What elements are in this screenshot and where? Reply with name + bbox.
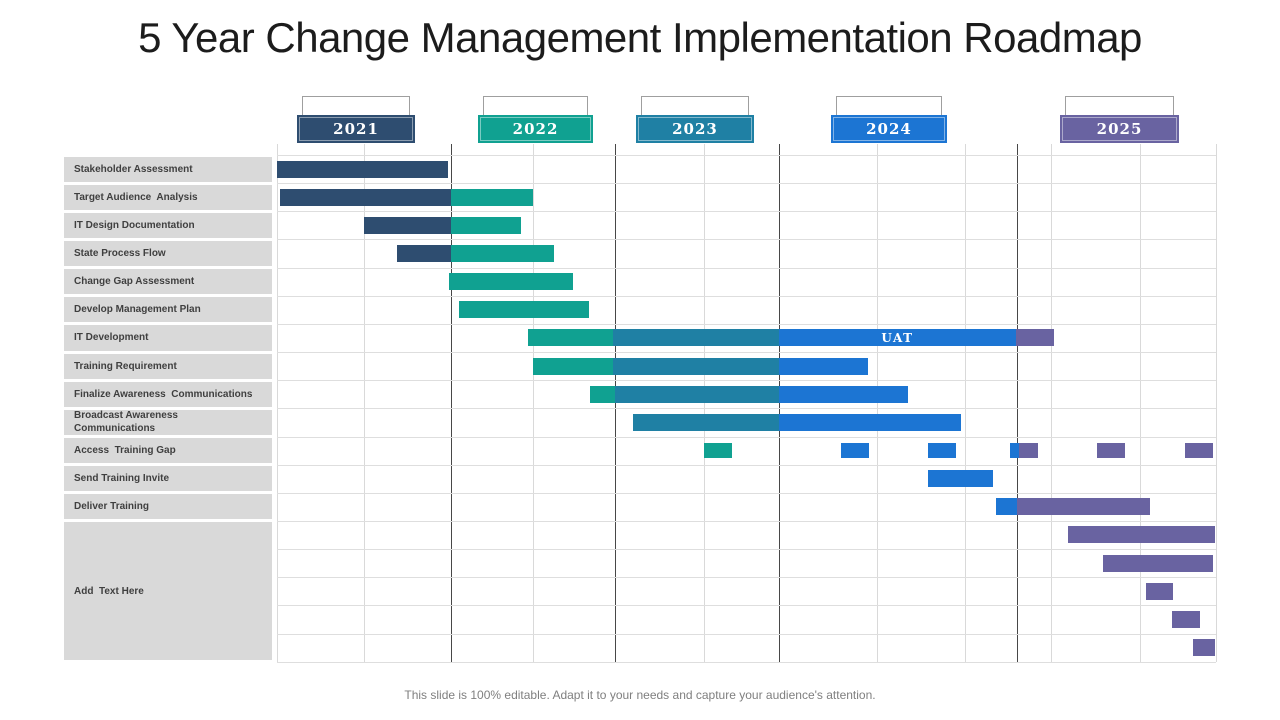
gridline-vertical bbox=[877, 144, 879, 662]
gridline-horizontal bbox=[277, 436, 1216, 438]
year-badge-2022: 2022 bbox=[478, 115, 594, 143]
gridline-horizontal bbox=[277, 520, 1216, 522]
gantt-bar bbox=[450, 244, 554, 262]
task-label: Training Requirement bbox=[64, 353, 272, 379]
task-label: IT Development bbox=[64, 325, 272, 351]
gridline-horizontal bbox=[277, 549, 1216, 551]
gantt-bar bbox=[364, 216, 452, 234]
task-label: IT Design Documentation bbox=[64, 212, 272, 238]
gridline-horizontal bbox=[277, 492, 1216, 494]
gridline-horizontal bbox=[277, 295, 1216, 297]
gridline-horizontal bbox=[277, 267, 1216, 269]
gantt-bar bbox=[397, 244, 451, 262]
gantt-bar bbox=[612, 357, 779, 375]
gantt-bar bbox=[277, 160, 448, 178]
gridline-horizontal bbox=[277, 661, 1216, 663]
gantt-bar bbox=[778, 413, 961, 431]
year-badge-2025: 2025 bbox=[1060, 115, 1179, 143]
gantt-bar bbox=[632, 413, 779, 431]
gridline-vertical bbox=[1216, 144, 1217, 662]
gantt-bar bbox=[614, 385, 779, 403]
gantt-bar bbox=[1146, 582, 1174, 600]
gantt-bar bbox=[1068, 526, 1215, 544]
gantt-bar bbox=[1171, 610, 1200, 628]
year-boundary-line bbox=[1017, 144, 1019, 662]
gantt-bar bbox=[1103, 554, 1213, 572]
footer-note: This slide is 100% editable. Adapt it to… bbox=[404, 688, 876, 702]
year-label: 2025 bbox=[1096, 120, 1143, 138]
gantt-bar bbox=[589, 385, 615, 403]
gridline-vertical bbox=[1051, 144, 1053, 662]
gridline-vertical bbox=[532, 144, 534, 662]
gridline-horizontal bbox=[277, 323, 1216, 325]
gantt-bar bbox=[995, 498, 1018, 516]
gantt-bar bbox=[1097, 443, 1125, 458]
gantt-bar bbox=[1017, 498, 1150, 516]
gridline-horizontal bbox=[277, 408, 1216, 410]
task-label: Stakeholder Assessment bbox=[64, 156, 272, 182]
gridline-vertical bbox=[965, 144, 966, 662]
gridline-vertical bbox=[364, 144, 366, 662]
gridline-horizontal bbox=[277, 605, 1216, 607]
gridline-horizontal bbox=[277, 577, 1216, 579]
year-badge-2023: 2023 bbox=[635, 115, 754, 143]
gantt-bar bbox=[450, 216, 521, 234]
gridline-horizontal bbox=[277, 183, 1216, 185]
gridline-horizontal bbox=[277, 239, 1216, 241]
gantt-bar bbox=[928, 470, 993, 488]
gantt-bar bbox=[449, 273, 574, 291]
task-label: Add Text Here bbox=[64, 522, 272, 661]
gridline-vertical bbox=[1140, 144, 1142, 662]
gantt-bar bbox=[703, 443, 732, 458]
task-label: State Process Flow bbox=[64, 240, 272, 267]
gantt-bar bbox=[450, 188, 533, 206]
task-label: Deliver Training bbox=[64, 494, 272, 520]
year-label: 2021 bbox=[333, 120, 379, 138]
task-label: Develop Management Plan bbox=[64, 297, 272, 323]
gantt-bar-uat: UAT bbox=[778, 329, 1016, 347]
gantt-bar bbox=[1192, 639, 1215, 657]
gridline-horizontal bbox=[277, 464, 1216, 466]
year-boundary-line bbox=[615, 144, 617, 662]
gridline-horizontal bbox=[277, 352, 1216, 354]
gantt-bar bbox=[527, 329, 613, 347]
gantt-bar bbox=[1015, 329, 1054, 347]
year-boundary-line bbox=[450, 144, 452, 662]
gantt-bar bbox=[612, 329, 779, 347]
task-label: Access Training Gap bbox=[64, 438, 272, 464]
year-boundary-line bbox=[778, 144, 780, 662]
page-title: 5 Year Change Management Implementation … bbox=[138, 14, 1142, 61]
task-label: Target Audience Analysis bbox=[64, 184, 272, 210]
gantt-bar bbox=[778, 357, 868, 375]
gantt-bar bbox=[280, 188, 451, 206]
year-label: 2024 bbox=[866, 120, 912, 138]
gridline-horizontal bbox=[277, 380, 1216, 382]
gantt-bar bbox=[840, 443, 869, 458]
gridline-vertical bbox=[703, 144, 705, 662]
gantt-bar bbox=[532, 357, 613, 375]
gridline-horizontal bbox=[277, 155, 1216, 156]
task-label: Change Gap Assessment bbox=[64, 269, 272, 295]
gantt-bar bbox=[778, 385, 908, 403]
task-label: Broadcast Awareness Communications bbox=[64, 409, 272, 435]
gridline-horizontal bbox=[277, 211, 1216, 213]
gridline-vertical bbox=[277, 144, 278, 662]
gantt-bar bbox=[1009, 443, 1019, 458]
gantt-bar bbox=[1018, 443, 1038, 458]
year-label: 2023 bbox=[672, 120, 718, 138]
gantt-bar bbox=[458, 301, 589, 319]
year-label: 2022 bbox=[512, 120, 559, 138]
task-label: Finalize Awareness Communications bbox=[64, 381, 272, 407]
gantt-bar bbox=[1185, 443, 1213, 458]
task-label: Send Training Invite bbox=[64, 466, 272, 492]
gridline-horizontal bbox=[277, 633, 1216, 635]
gantt-bar bbox=[928, 443, 956, 458]
